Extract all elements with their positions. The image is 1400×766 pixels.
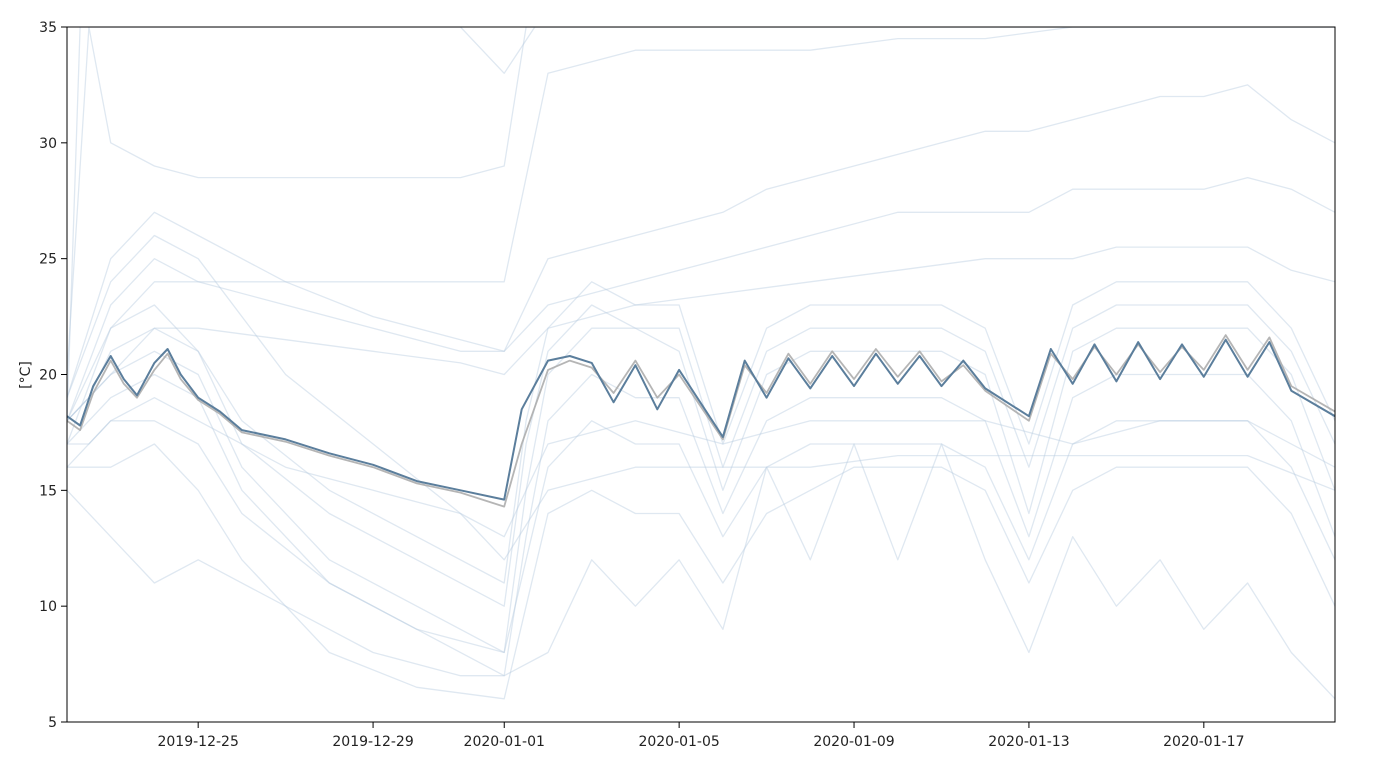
y-tick-label: 15 <box>39 483 57 499</box>
background-series-line <box>67 27 1335 375</box>
background-series-line <box>67 443 1335 700</box>
secondary-series-line <box>67 334 1335 508</box>
background-series-line <box>67 443 1335 700</box>
x-tick-label: 2020-01-01 <box>464 734 545 750</box>
background-series-line <box>67 27 1335 421</box>
background-series-line <box>67 304 1335 607</box>
background-series-line <box>67 176 1335 422</box>
y-axis: 5 10 15 20 25 30 35 <box>39 20 67 731</box>
y-tick-label: 20 <box>39 368 57 384</box>
background-series-line <box>67 234 1335 561</box>
x-tick-label: 2019-12-29 <box>332 734 413 750</box>
background-series-line <box>67 246 1335 422</box>
highlight-series-line <box>67 338 1335 501</box>
background-series-line <box>67 397 1335 538</box>
background-series-line <box>67 373 1335 677</box>
y-tick-label: 35 <box>39 20 57 36</box>
background-series-line <box>67 420 1335 654</box>
x-tick-label: 2020-01-13 <box>988 734 1069 750</box>
x-tick-label: 2020-01-09 <box>813 734 894 750</box>
x-tick-label: 2020-01-05 <box>638 734 719 750</box>
y-axis-label: [°C] <box>18 361 34 389</box>
background-series-line <box>67 281 1335 584</box>
background-series-group <box>67 27 1335 700</box>
y-tick-label: 25 <box>39 252 57 268</box>
x-tick-label: 2020-01-17 <box>1163 734 1244 750</box>
y-tick-label: 30 <box>39 136 57 152</box>
main-series-group <box>67 334 1335 508</box>
y-tick-label: 10 <box>39 599 57 615</box>
y-tick-label: 5 <box>48 715 57 731</box>
background-series-line <box>67 327 1335 654</box>
background-series-line <box>67 84 1335 398</box>
x-axis: 2019-12-25 2019-12-29 2020-01-01 2020-01-05… <box>157 722 1245 750</box>
background-series-line <box>67 27 1335 445</box>
x-tick-label: 2019-12-25 <box>157 734 238 750</box>
